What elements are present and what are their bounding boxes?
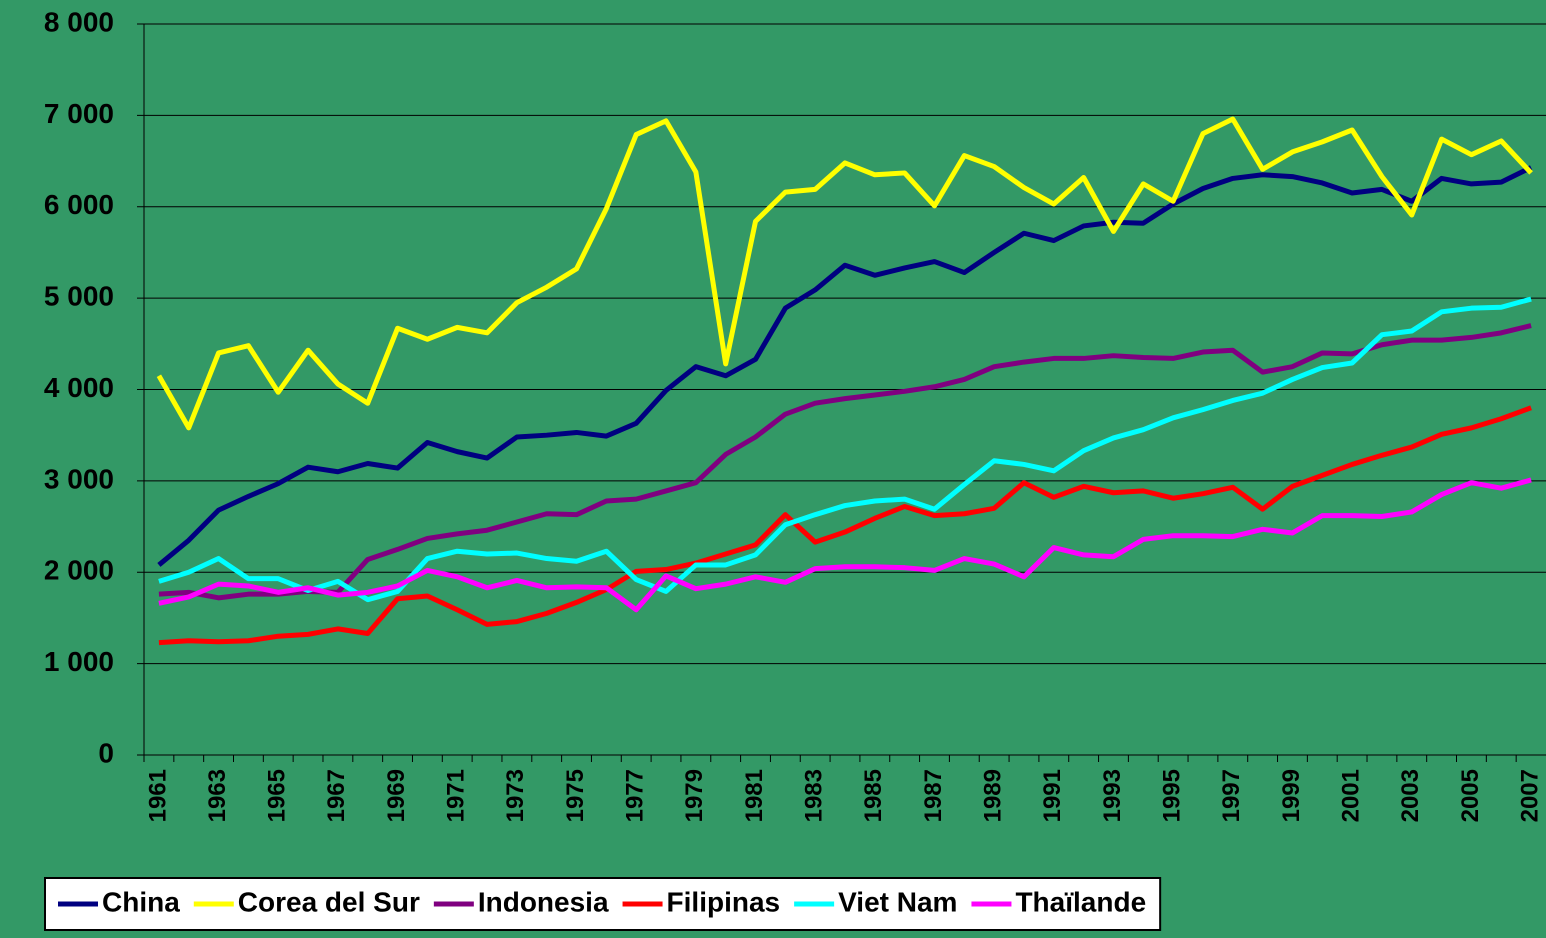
- x-tick-label: 1965: [264, 769, 291, 822]
- x-tick-label: 1981: [741, 769, 768, 822]
- legend-label: Corea del Sur: [238, 886, 420, 917]
- x-tick-label: 1969: [383, 769, 410, 822]
- x-tick-label: 1999: [1278, 769, 1305, 822]
- y-tick-label: 2 000: [44, 555, 114, 586]
- y-tick-label: 3 000: [44, 463, 114, 494]
- y-tick-label: 5 000: [44, 281, 114, 312]
- x-tick-label: 2001: [1337, 769, 1364, 822]
- legend-label: Viet Nam: [838, 886, 957, 917]
- series-line: [157, 165, 1533, 567]
- legend-label: Indonesia: [478, 886, 609, 917]
- legend-label: China: [102, 886, 180, 917]
- y-tick-label: 6 000: [44, 189, 114, 220]
- y-tick-label: 7 000: [44, 98, 114, 129]
- series-line: [158, 296, 1532, 603]
- x-tick-label: 1979: [681, 769, 708, 822]
- x-tick-label: 1971: [443, 769, 470, 822]
- x-tick-label: 2003: [1397, 769, 1424, 822]
- x-tick-label: 1973: [502, 769, 529, 822]
- x-tick-label: 1985: [860, 769, 887, 822]
- series-line: [156, 116, 1533, 431]
- legend: China Corea del Sur Indonesia Filipinas Viet…: [44, 877, 1162, 931]
- legend-label: Filipinas: [667, 886, 781, 917]
- y-tick-label: 4 000: [44, 372, 114, 403]
- x-tick-label: 1991: [1039, 769, 1066, 822]
- x-tick-label: 1963: [204, 769, 231, 822]
- x-tick-label: 1975: [562, 769, 589, 822]
- x-tick-label: 2007: [1516, 769, 1543, 822]
- x-tick-label: 1977: [622, 769, 649, 822]
- series-line: [158, 477, 1532, 613]
- x-tick-label: 1961: [144, 769, 171, 822]
- x-tick-label: 2005: [1457, 769, 1484, 822]
- y-tick-label: 8 000: [44, 6, 114, 37]
- y-tick-label: 1 000: [44, 646, 114, 677]
- x-tick-label: 1995: [1158, 769, 1185, 822]
- legend-label: Thaïlande: [1015, 886, 1146, 917]
- y-tick-label: 0: [98, 737, 114, 768]
- x-tick-label: 1989: [979, 769, 1006, 822]
- series-line: [158, 323, 1532, 601]
- x-tick-label: 1993: [1099, 769, 1126, 822]
- x-tick-label: 1983: [801, 769, 828, 822]
- x-tick-label: 1987: [920, 769, 947, 822]
- x-tick-label: 1967: [323, 769, 350, 822]
- series-line: [158, 405, 1532, 646]
- x-tick-label: 1997: [1218, 769, 1245, 822]
